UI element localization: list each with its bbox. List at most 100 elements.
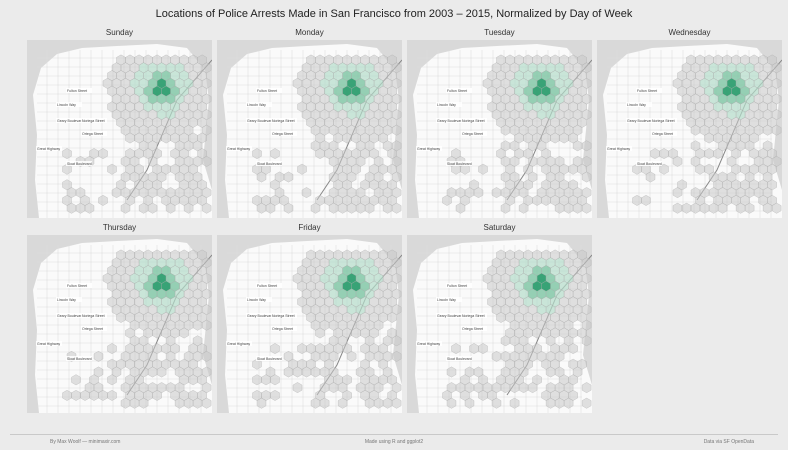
hexbin-cell <box>62 148 72 159</box>
hexbin-cell <box>165 202 176 214</box>
hexbin-cell <box>179 327 189 339</box>
hexbin-cell <box>645 171 656 183</box>
hexbin-cell <box>283 202 294 214</box>
map-label-bg <box>461 131 487 136</box>
map-label-bg <box>66 161 92 166</box>
hexbin-cell <box>252 148 262 159</box>
hexbin-cell <box>641 195 651 206</box>
hexbin-cell <box>581 397 592 409</box>
map-label-bg <box>271 326 297 331</box>
map-street-label: Lincoln Way <box>437 298 456 302</box>
hexbin-cell <box>478 163 488 175</box>
facet-label: Saturday <box>483 223 516 232</box>
map-street-label: Lincoln Way <box>627 103 646 107</box>
map-label-bg <box>271 313 297 318</box>
hexbin-cell <box>301 187 312 198</box>
hexbin-cell <box>446 366 457 378</box>
facet-map: Lincoln Way Geary Boulevard Sloat Boulevar… <box>217 40 402 218</box>
hexbin-cell <box>391 397 402 409</box>
hexbin-cell <box>713 148 723 159</box>
map-label-bg <box>256 161 282 166</box>
map-street-label: Sloat Boulevard <box>257 357 282 361</box>
facet-panel-saturday: Saturday Lincoln Way Geary Boulevard Sloat … <box>407 221 592 413</box>
map-street-label: Sloat Boulevard <box>67 357 92 361</box>
map-label-bg <box>436 118 462 123</box>
hexbin-cell <box>256 171 267 183</box>
map-label-bg <box>436 102 462 107</box>
map-street-label: Great Highway <box>607 147 630 151</box>
hexbin-layer <box>632 54 782 214</box>
hexbin-cell <box>201 397 212 409</box>
hexbin-cell <box>315 327 325 339</box>
map-street-label: Geary Boulevard <box>57 119 83 123</box>
hexbin-layer <box>62 54 212 214</box>
map-label-bg <box>226 341 252 346</box>
map-street-label: Lincoln Way <box>57 298 76 302</box>
map-street-label: Sloat Boulevard <box>637 162 662 166</box>
footer-tools: Made using R and ggplot2 <box>364 439 424 445</box>
hexbin-cell <box>672 156 683 167</box>
map-street-label: Fulton Street <box>67 89 87 93</box>
map-label-bg <box>626 102 652 107</box>
hexbin-cell <box>581 335 592 347</box>
hexbin-cell <box>84 202 95 214</box>
map-street-label: Ortega Street <box>462 132 483 136</box>
hexbin-cell <box>491 397 502 409</box>
hexbin-cell <box>563 397 574 409</box>
hexbin-cell <box>270 374 280 386</box>
map-street-label: Noriega Street <box>272 314 295 318</box>
hexbin-cell <box>473 187 484 198</box>
map-label-bg <box>66 356 92 361</box>
hexbin-cell <box>581 382 592 393</box>
map-label-bg <box>56 297 82 302</box>
map-label-bg <box>81 118 107 123</box>
map-label-bg <box>651 118 677 123</box>
map-street-label: Fulton Street <box>257 89 277 93</box>
map-label-bg <box>36 341 62 346</box>
hexbin-cell <box>201 202 212 214</box>
footer-divider <box>10 434 778 435</box>
footer-credit: By Max Woolf — minimaxir.com <box>50 439 121 445</box>
map-label-bg <box>246 297 272 302</box>
hexbin-cell <box>391 335 402 347</box>
hexbin-cell <box>183 202 194 214</box>
map-street-label: Great Highway <box>227 147 250 151</box>
map-street-label: Sloat Boulevard <box>257 162 282 166</box>
map-street-label: Fulton Street <box>67 284 87 288</box>
facet-panel-monday: Monday Lincoln Way Geary Boulevard Sloat Bo… <box>217 26 402 218</box>
map-label-bg <box>246 102 272 107</box>
map-street-label: Noriega Street <box>82 314 105 318</box>
map-label-bg <box>651 131 677 136</box>
hexbin-cell <box>107 343 117 354</box>
hexbin-cell <box>98 148 108 159</box>
map-street-label: Great Highway <box>37 147 60 151</box>
map-street-label: Fulton Street <box>637 89 657 93</box>
hexbin-cell <box>98 195 108 206</box>
map-label-bg <box>446 88 472 93</box>
hexbin-cell <box>265 202 276 214</box>
map-label-bg <box>56 313 82 318</box>
hexbin-cell <box>107 163 117 175</box>
map-label-bg <box>446 161 472 166</box>
map-label-bg <box>461 313 487 318</box>
hexbin-cell <box>451 343 461 354</box>
map-street-label: Ortega Street <box>82 132 103 136</box>
map-label-bg <box>246 118 272 123</box>
map-label-bg <box>636 88 662 93</box>
hexbin-cell <box>283 171 294 183</box>
hexbin-cell <box>391 202 402 214</box>
map-street-label: Ortega Street <box>272 132 293 136</box>
hexbin-cell <box>478 343 488 354</box>
hexbin-cell <box>460 163 470 175</box>
hexbin-layer <box>442 249 592 409</box>
map-label-bg <box>226 146 252 151</box>
hexbin-cell <box>292 382 303 393</box>
hexbin-cell <box>156 366 167 378</box>
map-label-bg <box>81 313 107 318</box>
map-street-label: Sloat Boulevard <box>447 357 472 361</box>
hexbin-cell <box>391 124 402 136</box>
hexbin-cell <box>120 202 131 214</box>
hexbin-cell <box>107 390 117 401</box>
hexbin-cell <box>568 343 578 354</box>
map-label-bg <box>461 326 487 331</box>
